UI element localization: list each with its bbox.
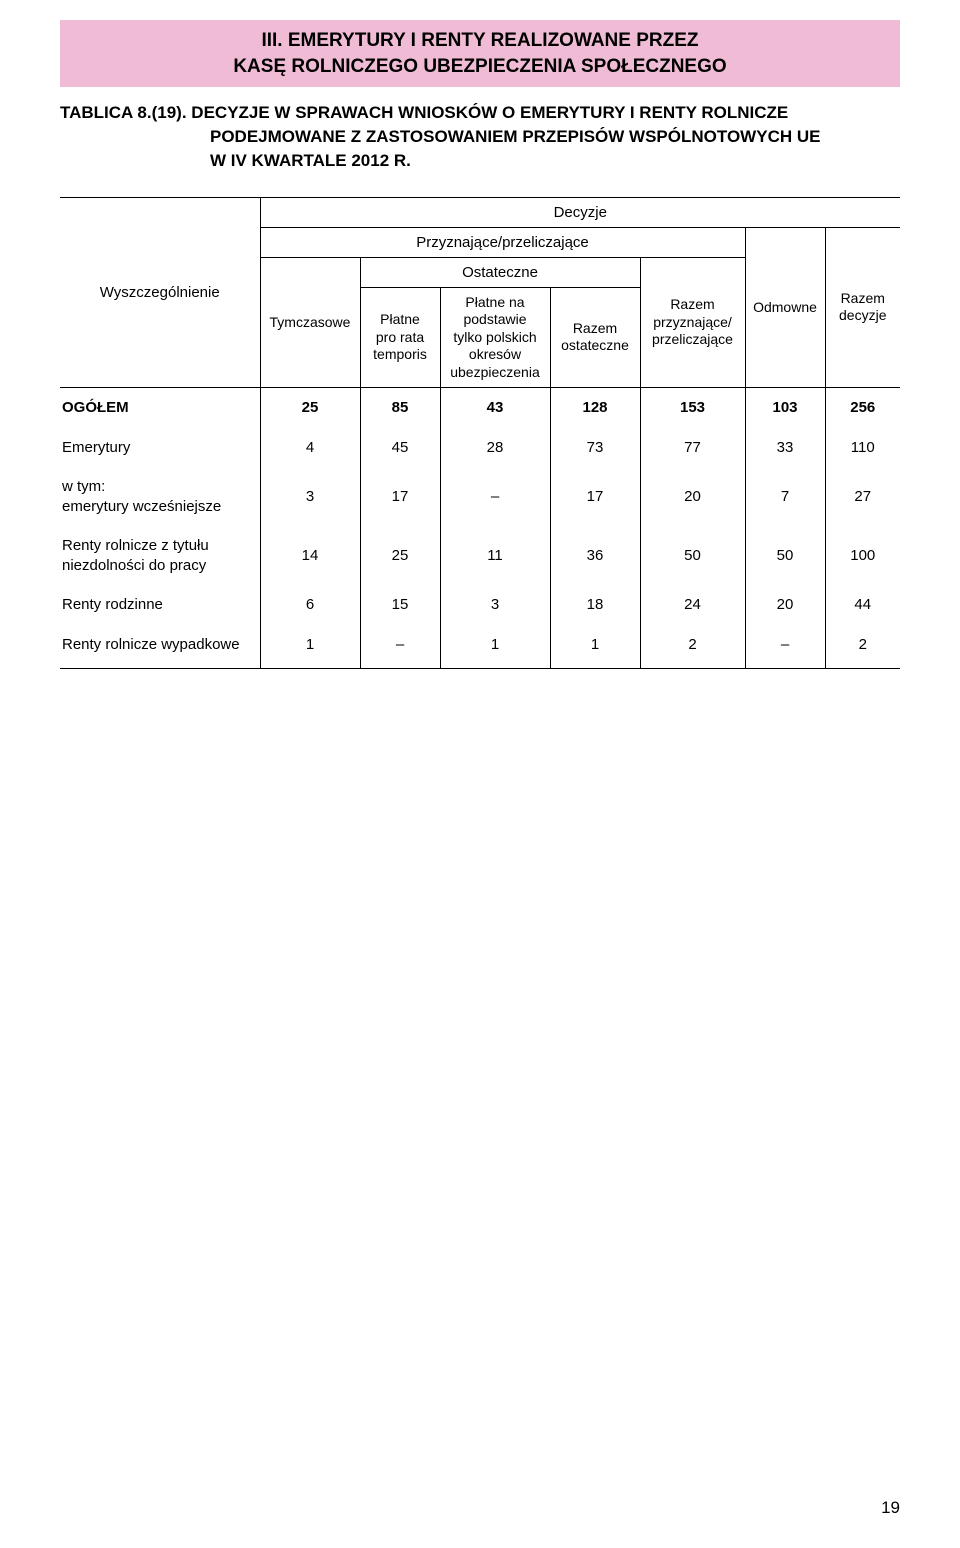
section-banner: III. EMERYTURY I RENTY REALIZOWANE PRZEZ… bbox=[60, 20, 900, 87]
title-line3: W IV KWARTALE 2012 R. bbox=[60, 149, 900, 173]
cell: – bbox=[745, 625, 825, 669]
cell: 256 bbox=[825, 388, 900, 428]
cell: 20 bbox=[640, 467, 745, 526]
col-odmowne: Odmowne bbox=[745, 227, 825, 388]
cell: 36 bbox=[550, 526, 640, 585]
cell: 17 bbox=[360, 467, 440, 526]
table-row: Emerytury 4 45 28 73 77 33 110 bbox=[60, 428, 900, 468]
cell: 45 bbox=[360, 428, 440, 468]
col-platne-na: Płatne na podstawie tylko polskich okres… bbox=[440, 287, 550, 388]
cell: 2 bbox=[640, 625, 745, 669]
cell: 20 bbox=[745, 585, 825, 625]
row-label: Emerytury bbox=[60, 428, 260, 468]
cell: 25 bbox=[260, 388, 360, 428]
cell: 25 bbox=[360, 526, 440, 585]
row-label: Renty rodzinne bbox=[60, 585, 260, 625]
cell: 100 bbox=[825, 526, 900, 585]
col-razem-decyzje: Razem decyzje bbox=[825, 227, 900, 388]
page-number: 19 bbox=[881, 1498, 900, 1518]
cell: 27 bbox=[825, 467, 900, 526]
cell: 153 bbox=[640, 388, 745, 428]
col-przyznajace: Przyznające/przeliczające bbox=[260, 227, 745, 257]
cell: 24 bbox=[640, 585, 745, 625]
cell: 28 bbox=[440, 428, 550, 468]
cell: 17 bbox=[550, 467, 640, 526]
cell: 1 bbox=[550, 625, 640, 669]
col-platne: Płatne pro rata temporis bbox=[360, 287, 440, 388]
row-label: w tym: emerytury wcześniejsze bbox=[60, 467, 260, 526]
cell: 3 bbox=[440, 585, 550, 625]
cell: 44 bbox=[825, 585, 900, 625]
cell: 50 bbox=[745, 526, 825, 585]
cell: 11 bbox=[440, 526, 550, 585]
cell: 4 bbox=[260, 428, 360, 468]
cell: 18 bbox=[550, 585, 640, 625]
cell: 33 bbox=[745, 428, 825, 468]
col-razem-przyzn: Razem przyznające/ przeliczające bbox=[640, 257, 745, 388]
title-label: TABLICA 8.(19). bbox=[60, 103, 187, 122]
banner-line1: III. EMERYTURY I RENTY REALIZOWANE PRZEZ bbox=[261, 30, 698, 51]
cell: 43 bbox=[440, 388, 550, 428]
cell: – bbox=[440, 467, 550, 526]
cell: 6 bbox=[260, 585, 360, 625]
col-decyzje: Decyzje bbox=[260, 197, 900, 227]
row-label: Renty rolnicze z tytułu niezdolności do … bbox=[60, 526, 260, 585]
row-label: Renty rolnicze wypadkowe bbox=[60, 625, 260, 669]
cell: 128 bbox=[550, 388, 640, 428]
cell: 15 bbox=[360, 585, 440, 625]
table-title: TABLICA 8.(19). DECYZJE W SPRAWACH WNIOS… bbox=[60, 101, 900, 172]
cell: 3 bbox=[260, 467, 360, 526]
cell: 85 bbox=[360, 388, 440, 428]
col-tymczasowe: Tymczasowe bbox=[260, 257, 360, 388]
cell: 7 bbox=[745, 467, 825, 526]
col-razem-ost: Razem ostateczne bbox=[550, 287, 640, 388]
cell: 73 bbox=[550, 428, 640, 468]
cell: – bbox=[360, 625, 440, 669]
table-row: w tym: emerytury wcześniejsze 3 17 – 17 … bbox=[60, 467, 900, 526]
col-wyszczegolnienie: Wyszczególnienie bbox=[60, 197, 260, 388]
table-row: Renty rolnicze wypadkowe 1 – 1 1 2 – 2 bbox=[60, 625, 900, 669]
table-row: OGÓŁEM 25 85 43 128 153 103 256 bbox=[60, 388, 900, 428]
cell: 77 bbox=[640, 428, 745, 468]
cell: 103 bbox=[745, 388, 825, 428]
col-ostateczne: Ostateczne bbox=[360, 257, 640, 287]
cell: 110 bbox=[825, 428, 900, 468]
cell: 50 bbox=[640, 526, 745, 585]
title-line2: PODEJMOWANE Z ZASTOSOWANIEM PRZEPISÓW WS… bbox=[60, 125, 900, 149]
page: III. EMERYTURY I RENTY REALIZOWANE PRZEZ… bbox=[0, 0, 960, 1548]
data-table: Wyszczególnienie Decyzje Przyznające/prz… bbox=[60, 197, 900, 670]
table-row: Renty rodzinne 6 15 3 18 24 20 44 bbox=[60, 585, 900, 625]
table-body: OGÓŁEM 25 85 43 128 153 103 256 Emerytur… bbox=[60, 388, 900, 669]
row-label: OGÓŁEM bbox=[60, 388, 260, 428]
title-line1: DECYZJE W SPRAWACH WNIOSKÓW O EMERYTURY … bbox=[191, 103, 788, 122]
banner-line2: KASĘ ROLNICZEGO UBEZPIECZENIA SPOŁECZNEG… bbox=[233, 56, 726, 77]
cell: 14 bbox=[260, 526, 360, 585]
cell: 2 bbox=[825, 625, 900, 669]
table-row: Renty rolnicze z tytułu niezdolności do … bbox=[60, 526, 900, 585]
cell: 1 bbox=[440, 625, 550, 669]
cell: 1 bbox=[260, 625, 360, 669]
